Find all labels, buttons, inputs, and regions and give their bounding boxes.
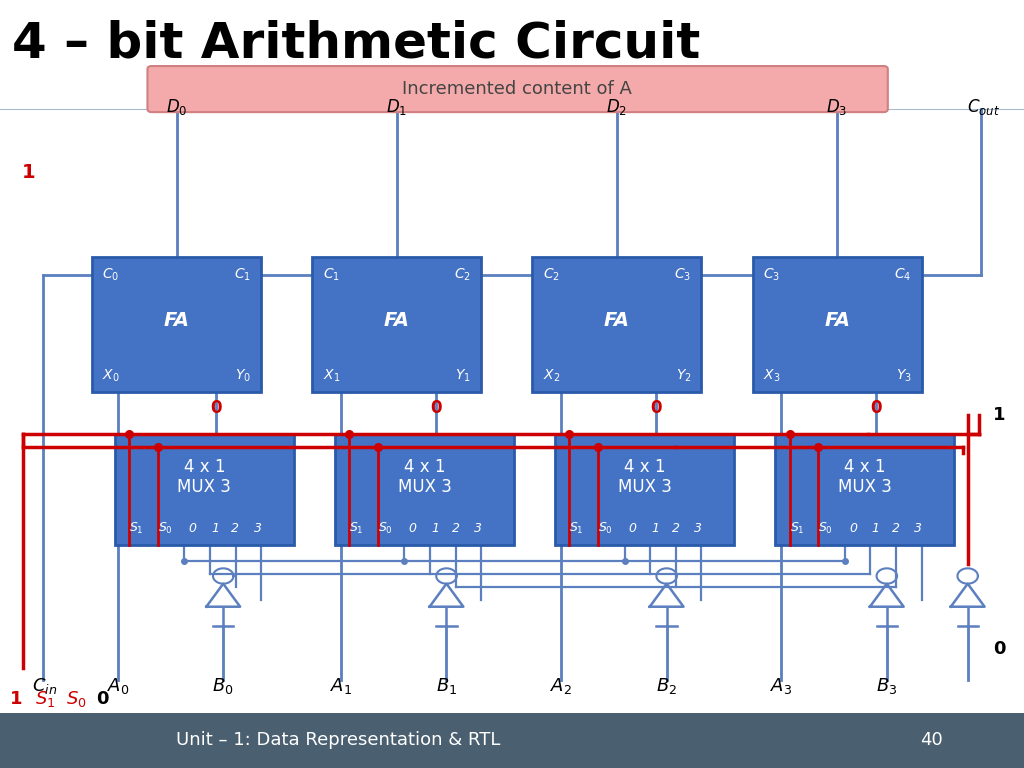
Text: FA: FA — [164, 311, 189, 330]
Text: $S_0$: $S_0$ — [378, 521, 393, 536]
Text: $S_1$: $S_1$ — [569, 521, 584, 536]
Text: $A_3$: $A_3$ — [770, 676, 793, 696]
Bar — [775, 434, 954, 545]
Text: $S_1$: $S_1$ — [35, 689, 55, 709]
Text: 1: 1 — [651, 522, 659, 535]
Text: 1: 1 — [211, 522, 219, 535]
Text: $C_{in}$: $C_{in}$ — [33, 676, 57, 696]
Text: $C_2$: $C_2$ — [454, 266, 471, 283]
Text: 1: 1 — [10, 690, 23, 708]
Text: MUX 3: MUX 3 — [397, 478, 452, 496]
Bar — [0, 713, 1024, 768]
Text: 1: 1 — [22, 164, 36, 182]
Text: $B_2$: $B_2$ — [656, 676, 677, 696]
Text: 4 x 1: 4 x 1 — [624, 458, 666, 475]
Text: 0: 0 — [96, 690, 109, 708]
Text: $Y_2$: $Y_2$ — [676, 368, 691, 384]
Text: 4 x 1: 4 x 1 — [844, 458, 886, 475]
Text: $S_1$: $S_1$ — [349, 521, 364, 536]
Bar — [753, 257, 922, 392]
Text: MUX 3: MUX 3 — [838, 478, 892, 496]
Text: 0: 0 — [210, 399, 221, 417]
Text: $B_3$: $B_3$ — [877, 676, 897, 696]
Text: 0: 0 — [629, 522, 637, 535]
Bar — [335, 434, 514, 545]
Text: 3: 3 — [474, 522, 482, 535]
Bar — [92, 257, 261, 392]
Text: $X_0$: $X_0$ — [102, 368, 120, 384]
Text: 1: 1 — [993, 406, 1006, 424]
Text: 0: 0 — [870, 399, 882, 417]
Text: 2: 2 — [672, 522, 680, 535]
Text: $D_3$: $D_3$ — [826, 97, 848, 117]
Text: 3: 3 — [914, 522, 923, 535]
Text: $C_3$: $C_3$ — [674, 266, 691, 283]
Text: 1: 1 — [871, 522, 880, 535]
Text: $A_0$: $A_0$ — [106, 676, 129, 696]
Text: FA: FA — [384, 311, 410, 330]
Text: $X_3$: $X_3$ — [763, 368, 780, 384]
Text: $D_2$: $D_2$ — [606, 97, 628, 117]
Text: $D_1$: $D_1$ — [386, 97, 408, 117]
Text: FA: FA — [604, 311, 630, 330]
Text: $B_1$: $B_1$ — [436, 676, 457, 696]
Text: $S_0$: $S_0$ — [158, 521, 173, 536]
Text: 4 x 1: 4 x 1 — [183, 458, 225, 475]
Text: FA: FA — [824, 311, 850, 330]
Text: MUX 3: MUX 3 — [617, 478, 672, 496]
Text: 2: 2 — [231, 522, 240, 535]
Text: $C_1$: $C_1$ — [233, 266, 251, 283]
Text: $C_2$: $C_2$ — [543, 266, 560, 283]
Text: Incremented content of A: Incremented content of A — [402, 80, 632, 98]
Text: 3: 3 — [254, 522, 262, 535]
Bar — [312, 257, 481, 392]
Text: $B_0$: $B_0$ — [212, 676, 234, 696]
Text: $S_1$: $S_1$ — [129, 521, 143, 536]
Bar — [115, 434, 294, 545]
Text: $Y_1$: $Y_1$ — [456, 368, 471, 384]
Bar — [532, 257, 701, 392]
Text: $C_3$: $C_3$ — [763, 266, 780, 283]
Text: 0: 0 — [188, 522, 197, 535]
Text: 4 x 1: 4 x 1 — [403, 458, 445, 475]
Text: 40: 40 — [921, 731, 943, 750]
Text: $D_0$: $D_0$ — [166, 97, 187, 117]
Text: $A_2$: $A_2$ — [550, 676, 572, 696]
Text: 2: 2 — [892, 522, 900, 535]
Text: 0: 0 — [993, 640, 1006, 658]
Text: $Y_3$: $Y_3$ — [896, 368, 911, 384]
Text: MUX 3: MUX 3 — [177, 478, 231, 496]
Text: 3: 3 — [694, 522, 702, 535]
Text: $A_1$: $A_1$ — [330, 676, 352, 696]
FancyBboxPatch shape — [147, 66, 888, 112]
Text: $C_0$: $C_0$ — [102, 266, 120, 283]
Text: 0: 0 — [430, 399, 441, 417]
Text: 2: 2 — [452, 522, 460, 535]
Text: $S_0$: $S_0$ — [67, 689, 87, 709]
Text: $X_2$: $X_2$ — [543, 368, 560, 384]
Text: $C_{out}$: $C_{out}$ — [967, 97, 999, 117]
Text: 0: 0 — [650, 399, 662, 417]
Text: $S_0$: $S_0$ — [818, 521, 834, 536]
Text: $C_1$: $C_1$ — [323, 266, 340, 283]
Text: $Y_0$: $Y_0$ — [234, 368, 251, 384]
Text: $S_1$: $S_1$ — [790, 521, 804, 536]
Text: 4 – bit Arithmetic Circuit: 4 – bit Arithmetic Circuit — [12, 19, 700, 68]
Text: 1: 1 — [431, 522, 439, 535]
Text: $S_0$: $S_0$ — [598, 521, 613, 536]
Text: $X_1$: $X_1$ — [323, 368, 340, 384]
Text: $C_4$: $C_4$ — [894, 266, 911, 283]
Text: 0: 0 — [409, 522, 417, 535]
Text: Unit – 1: Data Representation & RTL: Unit – 1: Data Representation & RTL — [176, 731, 500, 750]
Text: 0: 0 — [849, 522, 857, 535]
Bar — [555, 434, 734, 545]
